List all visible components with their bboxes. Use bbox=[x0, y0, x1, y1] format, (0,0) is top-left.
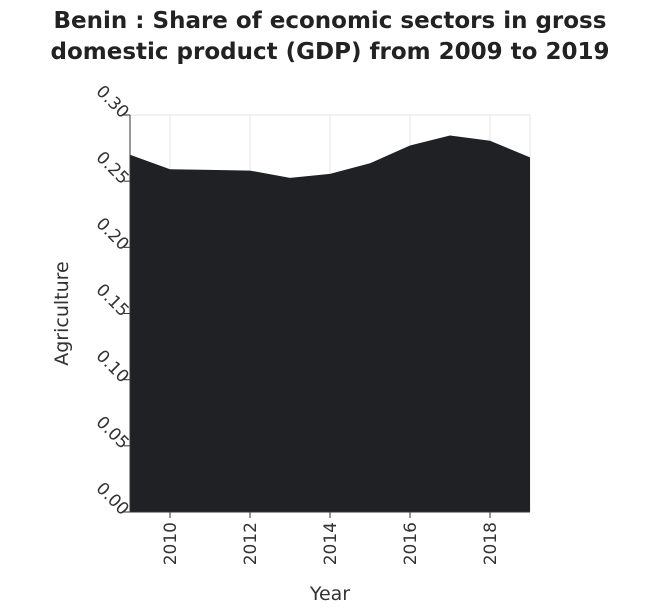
x-tick-label: 2018 bbox=[481, 522, 501, 565]
y-tick-label: 0.25 bbox=[92, 148, 133, 189]
y-tick-label: 0.30 bbox=[92, 82, 133, 123]
y-tick-label: 0.05 bbox=[92, 412, 133, 453]
x-tick-label: 2014 bbox=[321, 522, 341, 565]
y-tick-label: 0.20 bbox=[92, 214, 133, 255]
x-tick-label: 2010 bbox=[161, 522, 181, 565]
x-tick-label: 2012 bbox=[241, 522, 261, 565]
x-axis-label: Year bbox=[309, 583, 350, 605]
y-axis-label: Agriculture bbox=[51, 261, 73, 366]
agriculture-area bbox=[130, 135, 530, 512]
y-tick-label: 0.10 bbox=[92, 346, 133, 387]
y-tick-label: 0.15 bbox=[92, 280, 133, 321]
chart-title: Benin : Share of economic sectors in gro… bbox=[0, 6, 660, 68]
chart-title-line-1: Benin : Share of economic sectors in gro… bbox=[53, 8, 607, 34]
chart-title-line-2: domestic product (GDP) from 2009 to 2019 bbox=[50, 39, 610, 65]
axes bbox=[124, 114, 530, 518]
x-tick-label: 2016 bbox=[401, 522, 421, 565]
y-tick-label: 0.00 bbox=[92, 479, 133, 520]
